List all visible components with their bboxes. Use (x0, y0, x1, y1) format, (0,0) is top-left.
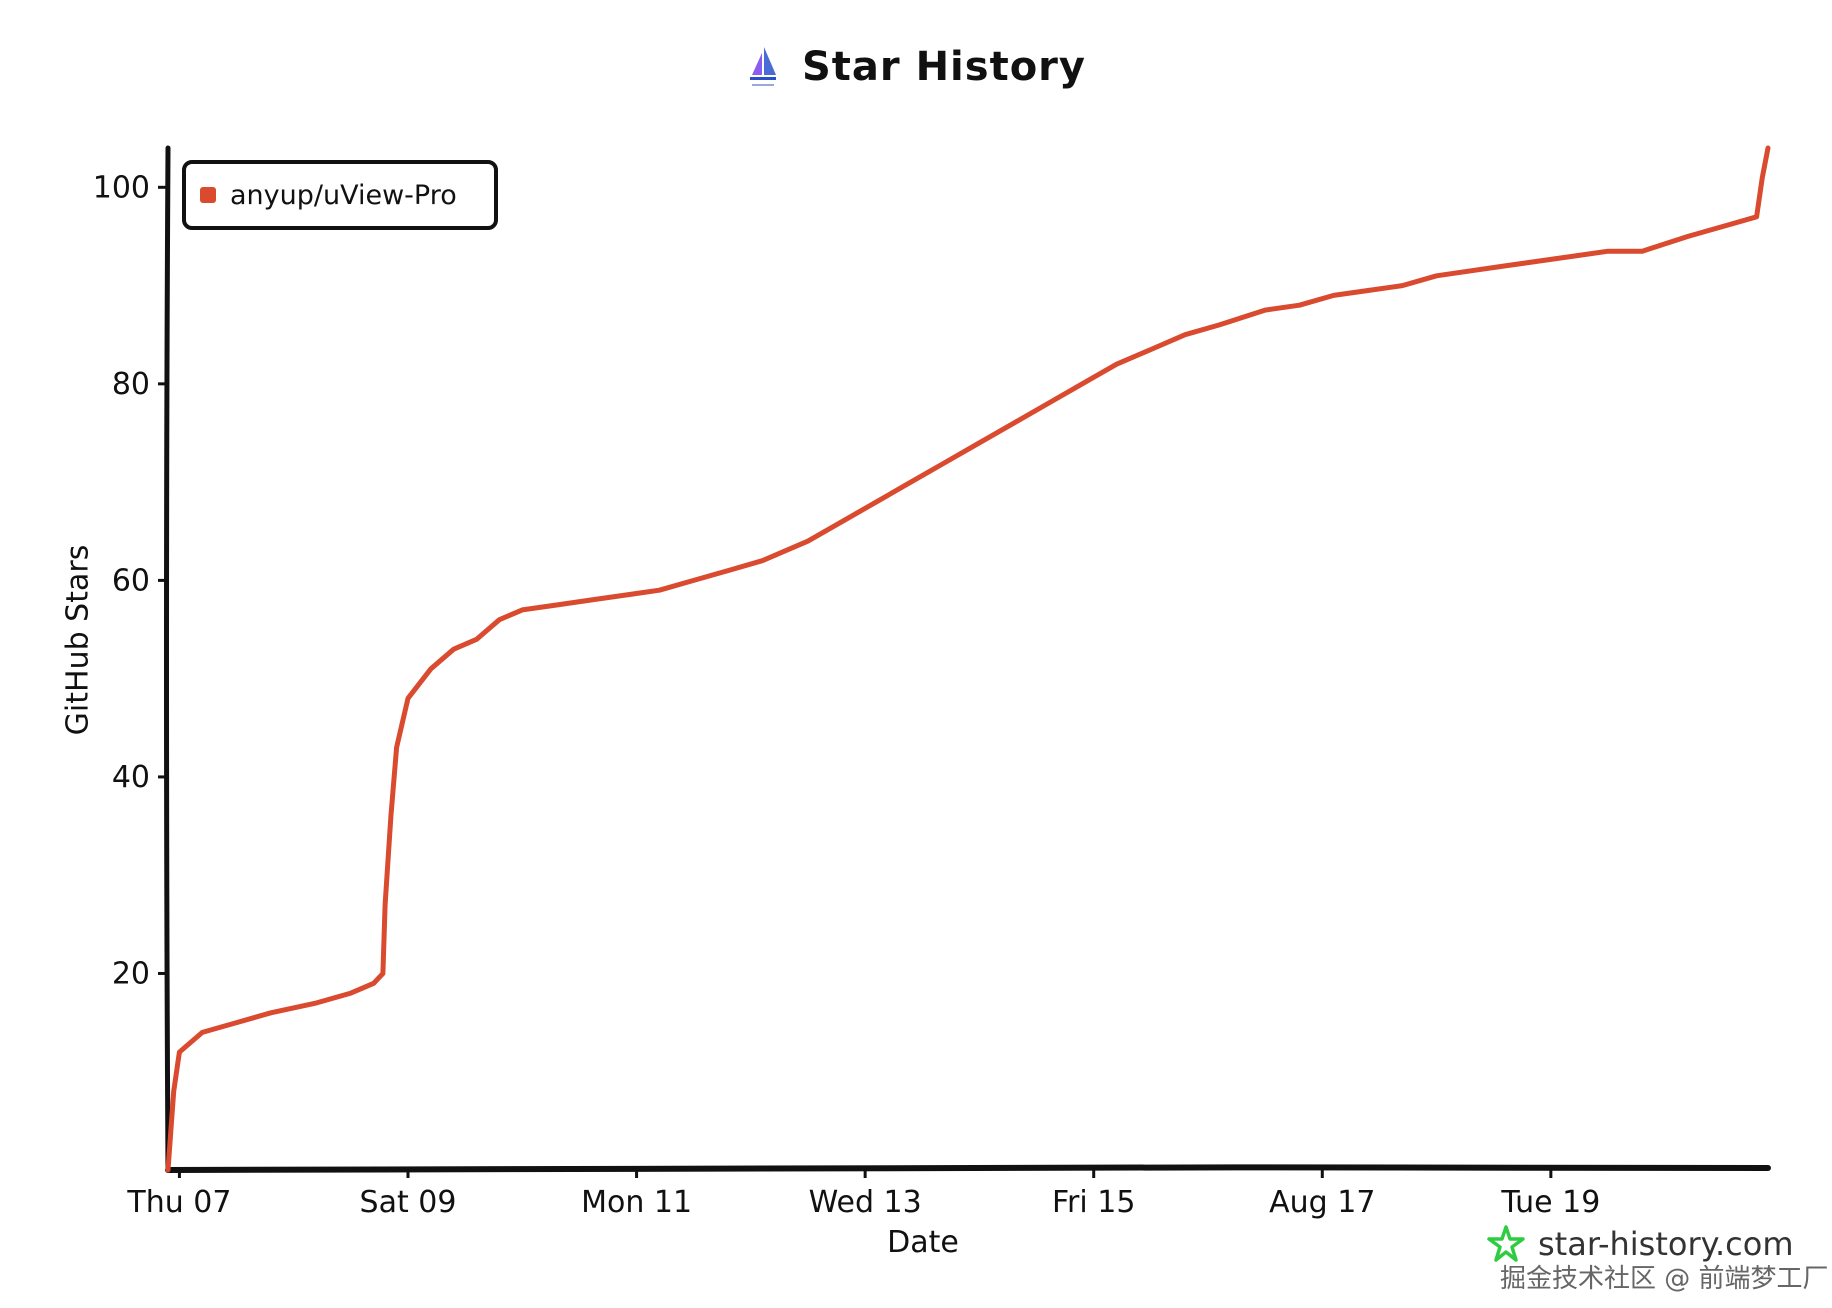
chart-axes: 20 40 60 80 100 Thu 07 Sat 09 Mon 11 Wed 13 Fri 1… (93, 145, 1771, 1220)
brand-link[interactable]: star-history.com (1486, 1224, 1794, 1264)
x-axis-label: Date (887, 1225, 959, 1260)
y-tick-label: 80 (112, 367, 150, 402)
chart-legend: anyup/uView-Pro (182, 160, 498, 230)
y-tick-label: 100 (93, 170, 150, 205)
star-outline-icon (1487, 1225, 1525, 1262)
x-tick-label: Tue 19 (1500, 1185, 1600, 1220)
legend-swatch (200, 187, 216, 203)
watermark-text: 掘金技术社区 @ 前端梦工厂 (1500, 1264, 1829, 1294)
chart-title-text: Star History (802, 44, 1086, 90)
y-tick-label: 40 (112, 760, 150, 795)
x-axis-line (165, 1164, 1771, 1173)
y-axis-line (164, 145, 171, 1173)
x-tick-label: Thu 07 (126, 1185, 231, 1220)
x-tick-label: Sat 09 (360, 1185, 457, 1220)
legend-label: anyup/uView-Pro (230, 179, 457, 211)
x-tick-label: Wed 13 (809, 1185, 922, 1220)
brand-site-text: star-history.com (1538, 1225, 1794, 1263)
sailboat-logo-icon (750, 47, 776, 86)
chart-title: Star History (0, 44, 1832, 99)
x-tick-label: Aug 17 (1269, 1185, 1375, 1220)
y-axis-label: GitHub Stars (60, 544, 96, 736)
chart-series-group (165, 145, 1771, 1173)
x-tick-label: Fri 15 (1052, 1185, 1135, 1220)
x-tick-label: Mon 11 (581, 1185, 692, 1220)
series-line-uview-pro (165, 145, 1771, 1173)
y-tick-label: 60 (112, 563, 150, 598)
y-tick-label: 20 (112, 956, 150, 991)
